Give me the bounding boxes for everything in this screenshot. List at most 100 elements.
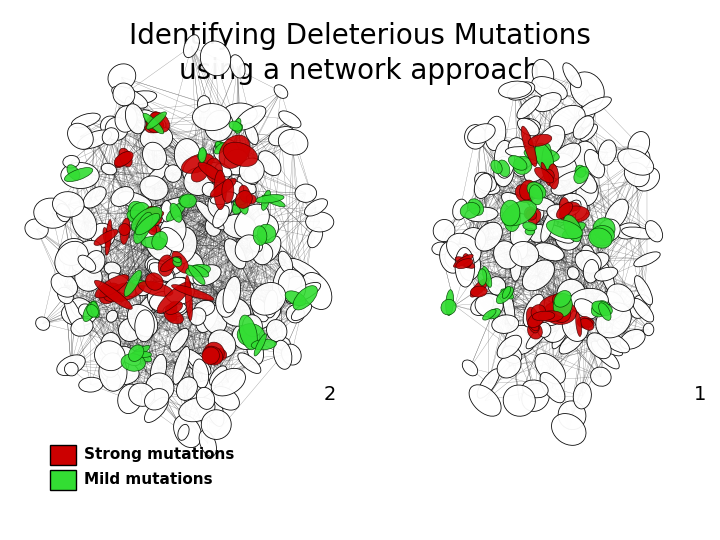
Ellipse shape (170, 204, 182, 222)
Ellipse shape (233, 118, 241, 131)
Ellipse shape (135, 211, 163, 226)
Ellipse shape (513, 156, 532, 174)
Ellipse shape (125, 97, 135, 126)
Ellipse shape (222, 179, 234, 203)
Ellipse shape (475, 294, 503, 317)
Ellipse shape (253, 226, 267, 245)
Ellipse shape (169, 278, 186, 301)
Ellipse shape (552, 293, 572, 311)
Ellipse shape (509, 193, 523, 223)
Ellipse shape (99, 283, 120, 304)
Ellipse shape (114, 152, 133, 166)
Ellipse shape (111, 187, 134, 206)
Ellipse shape (149, 112, 170, 132)
Ellipse shape (145, 164, 168, 187)
Ellipse shape (185, 349, 211, 375)
Ellipse shape (103, 227, 110, 247)
Ellipse shape (197, 387, 215, 409)
Ellipse shape (505, 326, 536, 354)
Ellipse shape (279, 130, 308, 155)
Ellipse shape (535, 354, 565, 384)
Ellipse shape (61, 300, 98, 326)
Ellipse shape (187, 380, 215, 400)
Ellipse shape (286, 282, 320, 303)
Ellipse shape (446, 289, 454, 315)
Ellipse shape (71, 318, 93, 336)
Ellipse shape (61, 163, 99, 188)
Ellipse shape (253, 243, 273, 265)
Ellipse shape (214, 170, 226, 210)
Ellipse shape (495, 140, 515, 178)
Ellipse shape (143, 142, 166, 170)
Ellipse shape (553, 294, 572, 317)
Ellipse shape (516, 185, 533, 202)
Ellipse shape (544, 301, 577, 325)
Ellipse shape (528, 323, 542, 339)
Ellipse shape (78, 130, 112, 149)
Ellipse shape (258, 151, 281, 176)
Ellipse shape (497, 355, 521, 378)
Ellipse shape (574, 166, 589, 184)
Ellipse shape (475, 222, 503, 251)
Ellipse shape (456, 259, 473, 269)
Ellipse shape (621, 227, 655, 239)
Ellipse shape (576, 312, 582, 336)
Ellipse shape (185, 275, 192, 321)
Ellipse shape (215, 181, 243, 204)
Ellipse shape (102, 361, 119, 377)
Ellipse shape (128, 345, 144, 361)
Ellipse shape (505, 147, 544, 158)
Ellipse shape (502, 346, 522, 363)
Ellipse shape (203, 346, 222, 365)
Ellipse shape (196, 201, 224, 230)
Ellipse shape (274, 337, 290, 350)
Ellipse shape (470, 286, 487, 297)
Ellipse shape (251, 339, 276, 350)
Ellipse shape (492, 315, 518, 333)
Text: 2: 2 (324, 386, 336, 404)
Ellipse shape (464, 125, 486, 149)
Ellipse shape (262, 195, 285, 207)
Ellipse shape (522, 383, 549, 411)
Ellipse shape (134, 350, 152, 362)
Ellipse shape (630, 295, 650, 319)
Ellipse shape (119, 318, 143, 341)
Ellipse shape (150, 292, 175, 311)
Ellipse shape (192, 266, 209, 277)
Ellipse shape (223, 276, 240, 313)
Ellipse shape (125, 91, 157, 105)
Ellipse shape (174, 415, 202, 448)
Ellipse shape (503, 288, 515, 326)
Ellipse shape (129, 383, 155, 406)
Ellipse shape (598, 340, 623, 356)
Ellipse shape (135, 213, 160, 235)
Ellipse shape (119, 148, 132, 167)
Ellipse shape (575, 251, 601, 273)
Ellipse shape (210, 366, 227, 386)
Ellipse shape (130, 346, 150, 359)
Ellipse shape (488, 308, 500, 319)
Ellipse shape (188, 353, 211, 373)
Ellipse shape (75, 264, 102, 291)
Ellipse shape (239, 185, 250, 202)
Ellipse shape (150, 354, 166, 386)
Ellipse shape (582, 245, 595, 262)
Ellipse shape (172, 251, 204, 285)
Ellipse shape (132, 351, 152, 357)
Ellipse shape (503, 286, 510, 299)
Ellipse shape (105, 220, 112, 255)
Ellipse shape (454, 254, 473, 267)
Ellipse shape (488, 276, 505, 295)
Ellipse shape (140, 176, 168, 200)
Ellipse shape (573, 116, 594, 139)
Ellipse shape (578, 97, 611, 116)
Ellipse shape (113, 83, 135, 106)
Ellipse shape (261, 190, 271, 210)
Ellipse shape (127, 210, 153, 227)
Ellipse shape (543, 224, 574, 243)
Ellipse shape (502, 193, 531, 214)
Ellipse shape (278, 269, 306, 302)
Ellipse shape (216, 288, 236, 318)
Ellipse shape (130, 202, 149, 220)
Ellipse shape (513, 230, 528, 259)
